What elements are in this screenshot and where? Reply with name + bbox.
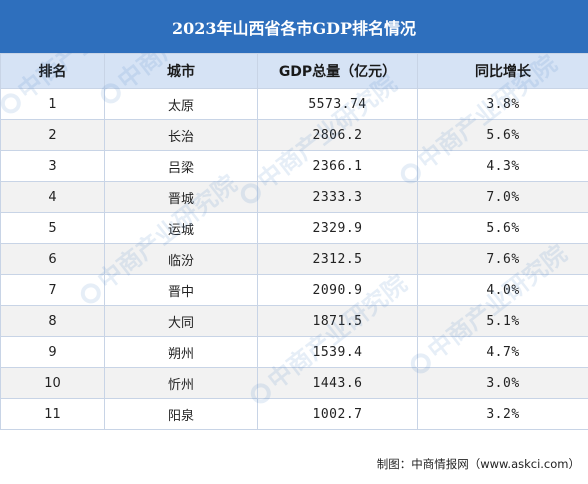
cell-gdp: 2329.9 bbox=[257, 212, 418, 244]
cell-gdp: 1002.7 bbox=[257, 398, 418, 430]
cell-growth: 4.3% bbox=[417, 150, 588, 182]
table-row: 10 忻州 1443.6 3.0% bbox=[0, 367, 588, 399]
cell-city: 晋城 bbox=[104, 181, 258, 213]
cell-gdp: 2806.2 bbox=[257, 119, 418, 151]
cell-rank: 10 bbox=[0, 367, 105, 399]
cell-city: 忻州 bbox=[104, 367, 258, 399]
table-row: 4 晋城 2333.3 7.0% bbox=[0, 181, 588, 213]
cell-growth: 5.1% bbox=[417, 305, 588, 337]
cell-gdp: 1539.4 bbox=[257, 336, 418, 368]
cell-growth: 5.6% bbox=[417, 119, 588, 151]
cell-rank: 7 bbox=[0, 274, 105, 306]
cell-gdp: 2333.3 bbox=[257, 181, 418, 213]
cell-gdp: 2090.9 bbox=[257, 274, 418, 306]
table-row: 1 太原 5573.74 3.8% bbox=[0, 88, 588, 120]
table-row: 6 临汾 2312.5 7.6% bbox=[0, 243, 588, 275]
cell-gdp: 1443.6 bbox=[257, 367, 418, 399]
cell-city: 临汾 bbox=[104, 243, 258, 275]
cell-rank: 4 bbox=[0, 181, 105, 213]
cell-rank: 8 bbox=[0, 305, 105, 337]
source-credit: 制图：中商情报网（www.askci.com） bbox=[376, 457, 580, 471]
table-body: 1 太原 5573.74 3.8% 2 长治 2806.2 5.6% 3 吕梁 2366.1 4.3%… bbox=[0, 88, 588, 430]
cell-rank: 1 bbox=[0, 88, 105, 120]
page-title: 2023年山西省各市GDP排名情况 bbox=[0, 0, 588, 53]
table-row: 3 吕梁 2366.1 4.3% bbox=[0, 150, 588, 182]
header-rank: 排名 bbox=[0, 53, 105, 89]
cell-rank: 11 bbox=[0, 398, 105, 430]
header-growth: 同比增长 bbox=[417, 53, 588, 89]
table-row: 2 长治 2806.2 5.6% bbox=[0, 119, 588, 151]
cell-city: 长治 bbox=[104, 119, 258, 151]
title-text: 2023年山西省各市GDP排名情况 bbox=[171, 18, 417, 38]
table-row: 8 大同 1871.5 5.1% bbox=[0, 305, 588, 337]
header-city: 城市 bbox=[104, 53, 258, 89]
table-row: 7 晋中 2090.9 4.0% bbox=[0, 274, 588, 306]
cell-city: 朔州 bbox=[104, 336, 258, 368]
gdp-ranking-table: 排名 城市 GDP总量（亿元） 同比增长 1 太原 5573.74 3.8% 2 长治 28… bbox=[0, 53, 588, 430]
cell-growth: 3.8% bbox=[417, 88, 588, 120]
cell-gdp: 2312.5 bbox=[257, 243, 418, 275]
cell-gdp: 5573.74 bbox=[257, 88, 418, 120]
cell-growth: 3.2% bbox=[417, 398, 588, 430]
cell-city: 阳泉 bbox=[104, 398, 258, 430]
cell-rank: 9 bbox=[0, 336, 105, 368]
cell-city: 太原 bbox=[104, 88, 258, 120]
cell-city: 大同 bbox=[104, 305, 258, 337]
cell-gdp: 2366.1 bbox=[257, 150, 418, 182]
cell-city: 晋中 bbox=[104, 274, 258, 306]
cell-rank: 5 bbox=[0, 212, 105, 244]
cell-growth: 4.0% bbox=[417, 274, 588, 306]
cell-growth: 3.0% bbox=[417, 367, 588, 399]
cell-growth: 7.0% bbox=[417, 181, 588, 213]
cell-rank: 6 bbox=[0, 243, 105, 275]
table-row: 5 运城 2329.9 5.6% bbox=[0, 212, 588, 244]
table-row: 9 朔州 1539.4 4.7% bbox=[0, 336, 588, 368]
table-row: 11 阳泉 1002.7 3.2% bbox=[0, 398, 588, 430]
cell-rank: 2 bbox=[0, 119, 105, 151]
cell-rank: 3 bbox=[0, 150, 105, 182]
cell-gdp: 1871.5 bbox=[257, 305, 418, 337]
cell-growth: 4.7% bbox=[417, 336, 588, 368]
cell-growth: 7.6% bbox=[417, 243, 588, 275]
table-header-row: 排名 城市 GDP总量（亿元） 同比增长 bbox=[0, 53, 588, 89]
header-gdp: GDP总量（亿元） bbox=[257, 53, 418, 89]
cell-city: 运城 bbox=[104, 212, 258, 244]
cell-city: 吕梁 bbox=[104, 150, 258, 182]
cell-growth: 5.6% bbox=[417, 212, 588, 244]
